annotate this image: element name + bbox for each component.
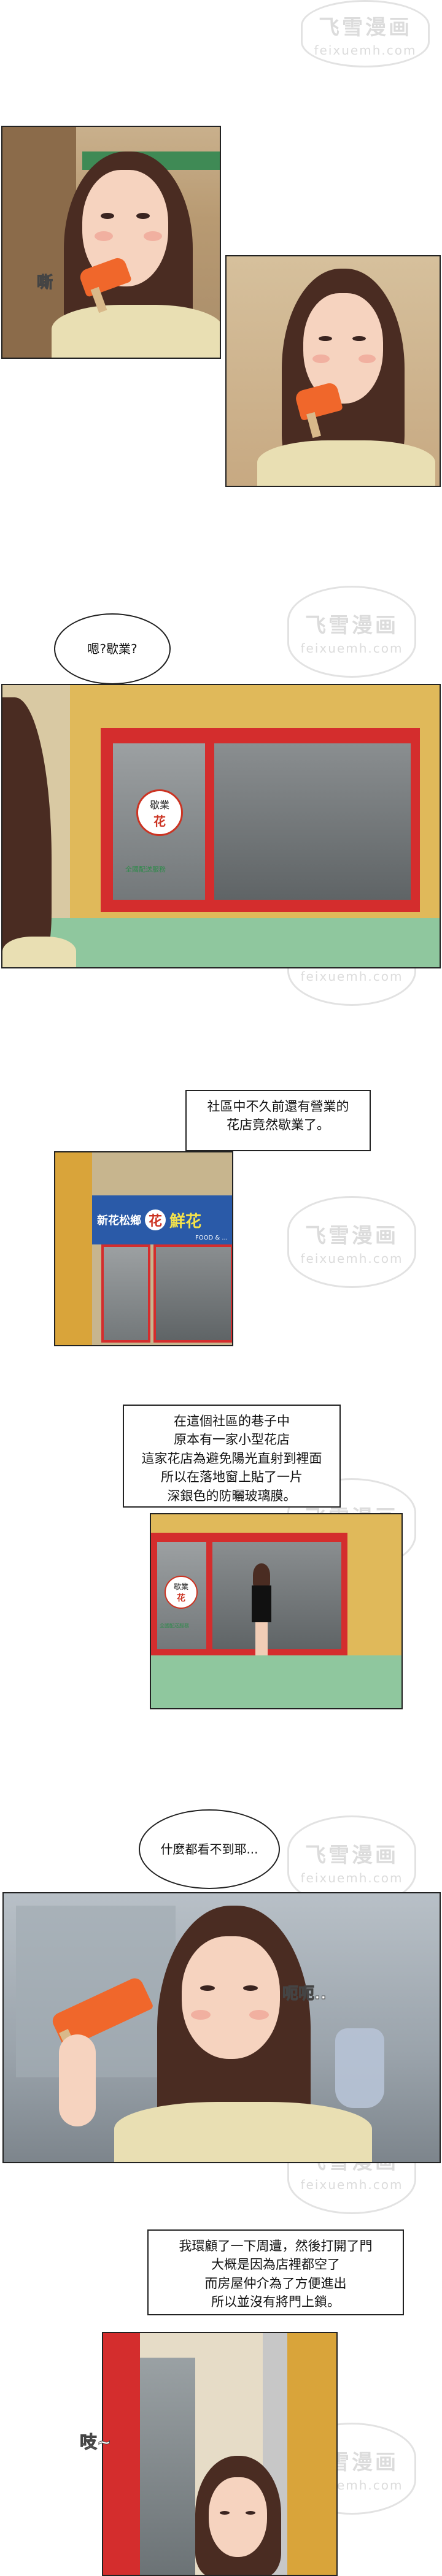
shop-subtext: 全國配送服務 bbox=[125, 865, 166, 873]
watermark-en: feixuemh.com bbox=[300, 968, 403, 984]
closed-sign: 歇業 花 bbox=[165, 1576, 198, 1609]
shop-sign-right: 鮮花 bbox=[169, 1212, 202, 1231]
shop-sign-char: 花 bbox=[145, 1209, 166, 1230]
woman-eye bbox=[101, 213, 114, 219]
woman-dress bbox=[252, 1585, 271, 1622]
woman-eye bbox=[200, 1985, 215, 1991]
storefront-window bbox=[212, 1542, 341, 1649]
woman-legs bbox=[255, 1622, 268, 1655]
woman-eye bbox=[220, 2511, 230, 2515]
comic-panel-4: 新花松鄉 花 鮮花 FOOD & ... bbox=[54, 1151, 233, 1346]
closed-sign: 歇業 花 bbox=[136, 789, 183, 836]
narration-box: 社區中不久前還有營業的 花店竟然歇業了。 bbox=[185, 1090, 371, 1151]
comic-panel-7 bbox=[102, 2332, 338, 2576]
woman-blush bbox=[95, 231, 113, 241]
sound-effect: 吱~ bbox=[79, 2432, 112, 2453]
watermark: 飞雪漫画 feixuemh.com bbox=[287, 1196, 416, 1288]
storefront-door bbox=[101, 1244, 150, 1343]
woman-top bbox=[52, 305, 220, 358]
woman-eye bbox=[246, 2511, 255, 2515]
watermark-en: feixuemh.com bbox=[314, 42, 417, 58]
woman-face bbox=[182, 1936, 280, 2059]
watermark-en: feixuemh.com bbox=[300, 2177, 403, 2192]
woman-blush bbox=[249, 2010, 269, 2020]
closed-sign-char: 花 bbox=[153, 813, 166, 829]
building-background bbox=[16, 1906, 176, 2077]
woman-face bbox=[209, 2477, 267, 2557]
door-glass bbox=[140, 2358, 195, 2575]
comic-panel-2 bbox=[225, 255, 441, 487]
shop-sign-left: 新花松鄉 bbox=[97, 1214, 141, 1227]
storefront-window bbox=[153, 1244, 232, 1343]
sidewalk bbox=[151, 1655, 401, 1708]
building-column bbox=[55, 1152, 92, 1345]
shopping-bag bbox=[335, 2028, 384, 2108]
watermark-en: feixuemh.com bbox=[300, 1870, 403, 1885]
wall-right bbox=[287, 2333, 336, 2575]
woman-blush bbox=[191, 2010, 211, 2020]
watermark-cn: 飞雪漫画 bbox=[319, 15, 412, 40]
woman-hair bbox=[2, 697, 52, 967]
hand bbox=[59, 2034, 96, 2126]
speech-bubble: 什麼都看不到耶... bbox=[139, 1809, 280, 1889]
watermark-cn: 飞雪漫画 bbox=[305, 1223, 398, 1248]
comic-panel-5: 歇業 花 全國配送服務 bbox=[150, 1513, 403, 1709]
woman-blush bbox=[359, 355, 376, 363]
closed-sign-text: 歇業 bbox=[173, 1582, 188, 1591]
watermark-cn: 飞雪漫画 bbox=[305, 1842, 398, 1868]
woman-eye bbox=[319, 336, 332, 341]
woman-figure bbox=[249, 1563, 274, 1655]
woman-blush bbox=[312, 355, 330, 363]
woman-eye bbox=[243, 1985, 258, 1991]
watermark-en: feixuemh.com bbox=[300, 640, 403, 656]
sound-effect: 嘶 bbox=[36, 274, 53, 293]
shop-sign-small: FOOD & ... bbox=[195, 1235, 228, 1241]
storefront-window bbox=[214, 743, 411, 900]
narration-box: 在這個社區的巷子中 原本有一家小型花店 這家花店為避免陽光直射到裡面 所以在落地… bbox=[123, 1405, 341, 1508]
sound-effect: 呃呃.. bbox=[282, 1985, 327, 2004]
closed-sign-text: 歇業 bbox=[149, 799, 169, 811]
comic-panel-1 bbox=[1, 126, 221, 359]
door-frame bbox=[103, 2333, 140, 2575]
shop-subtext: 全國配送服務 bbox=[160, 1623, 189, 1628]
woman-eye bbox=[352, 336, 366, 341]
speech-bubble: 嗯?歇業? bbox=[54, 613, 171, 684]
woman-hair bbox=[253, 1563, 270, 1588]
woman-top bbox=[2, 937, 76, 967]
closed-sign-char: 花 bbox=[177, 1593, 185, 1603]
woman-top bbox=[257, 440, 435, 486]
woman-face bbox=[303, 293, 383, 404]
woman-eye bbox=[136, 213, 150, 219]
watermark-cn: 飞雪漫画 bbox=[305, 613, 398, 638]
comic-panel-3: 歇業 花 全國配送服務 bbox=[1, 684, 441, 968]
woman-top bbox=[114, 2102, 372, 2162]
comic-panel-6 bbox=[2, 1892, 441, 2163]
watermark: 飞雪漫画 feixuemh.com bbox=[287, 586, 416, 678]
narration-box: 我環顧了一下周遭，然後打開了門 大概是因為店裡都空了 而房屋仲介為了方便進出 所… bbox=[147, 2229, 404, 2315]
watermark-en: feixuemh.com bbox=[300, 1251, 403, 1266]
woman-blush bbox=[144, 231, 162, 241]
shop-sign-board: 新花松鄉 花 鮮花 bbox=[92, 1195, 232, 1244]
watermark: 飞雪漫画 feixuemh.com bbox=[301, 0, 430, 67]
